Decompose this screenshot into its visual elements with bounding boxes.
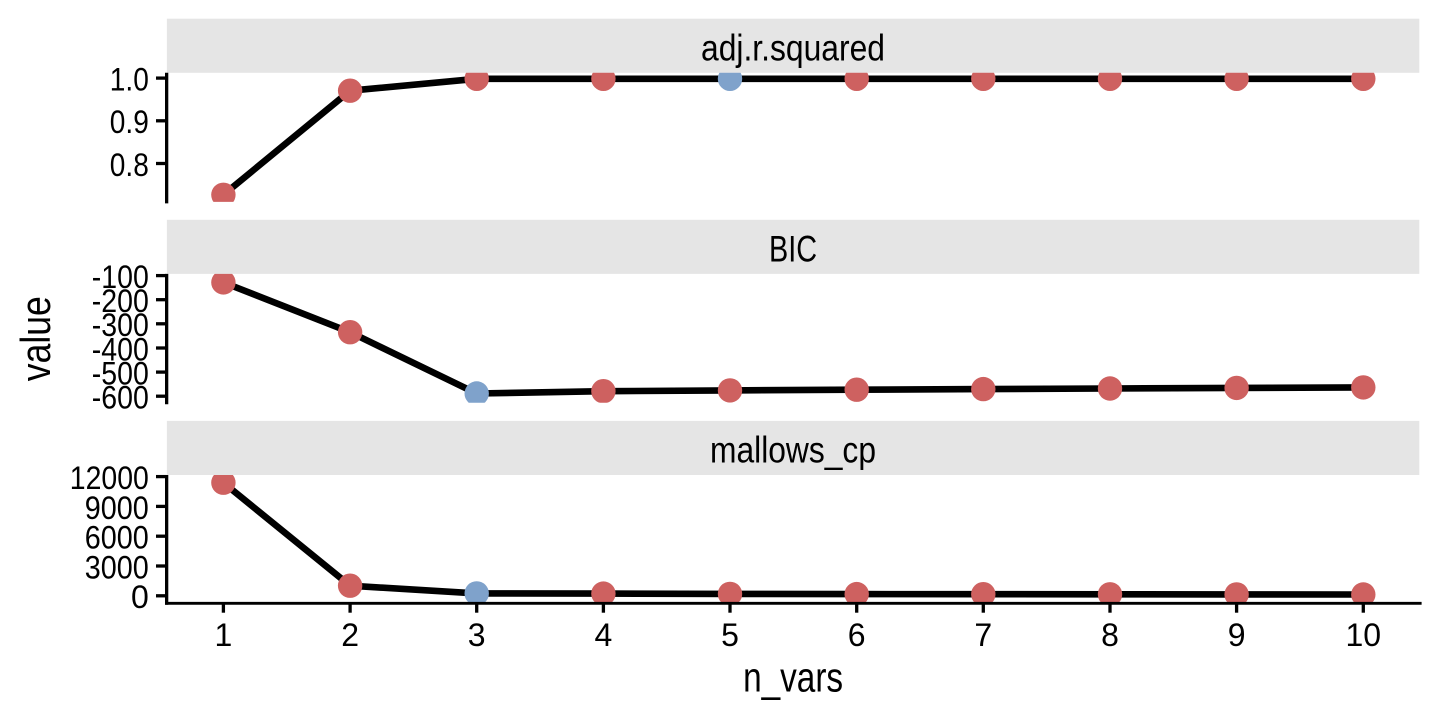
svg-text:-200: -200 [92, 283, 149, 319]
svg-text:3: 3 [468, 617, 486, 653]
svg-text:12000: 12000 [70, 460, 149, 496]
svg-text:10: 10 [1346, 617, 1382, 653]
svg-text:5: 5 [721, 617, 739, 653]
svg-text:-300: -300 [92, 307, 149, 343]
svg-text:n_vars: n_vars [743, 654, 843, 701]
svg-text:8: 8 [1101, 617, 1119, 653]
svg-text:9: 9 [1228, 617, 1246, 653]
svg-text:0.9: 0.9 [110, 104, 149, 140]
svg-text:-600: -600 [92, 380, 149, 416]
svg-text:1.0: 1.0 [110, 62, 149, 98]
svg-text:-500: -500 [92, 356, 149, 392]
svg-text:value: value [12, 296, 59, 381]
svg-text:-100: -100 [92, 259, 149, 295]
svg-text:1: 1 [215, 617, 233, 653]
svg-text:0.8: 0.8 [110, 147, 149, 183]
svg-text:mallows_cp: mallows_cp [710, 430, 876, 471]
svg-text:6000: 6000 [85, 520, 149, 556]
svg-text:9000: 9000 [85, 490, 149, 526]
svg-text:0: 0 [131, 579, 149, 615]
svg-text:-400: -400 [92, 331, 149, 367]
svg-text:7: 7 [974, 617, 992, 653]
svg-text:6: 6 [848, 617, 866, 653]
svg-text:4: 4 [595, 617, 613, 653]
svg-text:2: 2 [341, 617, 359, 653]
svg-text:3000: 3000 [85, 549, 149, 585]
svg-text:BIC: BIC [769, 229, 817, 270]
svg-text:adj.r.squared: adj.r.squared [701, 28, 885, 69]
